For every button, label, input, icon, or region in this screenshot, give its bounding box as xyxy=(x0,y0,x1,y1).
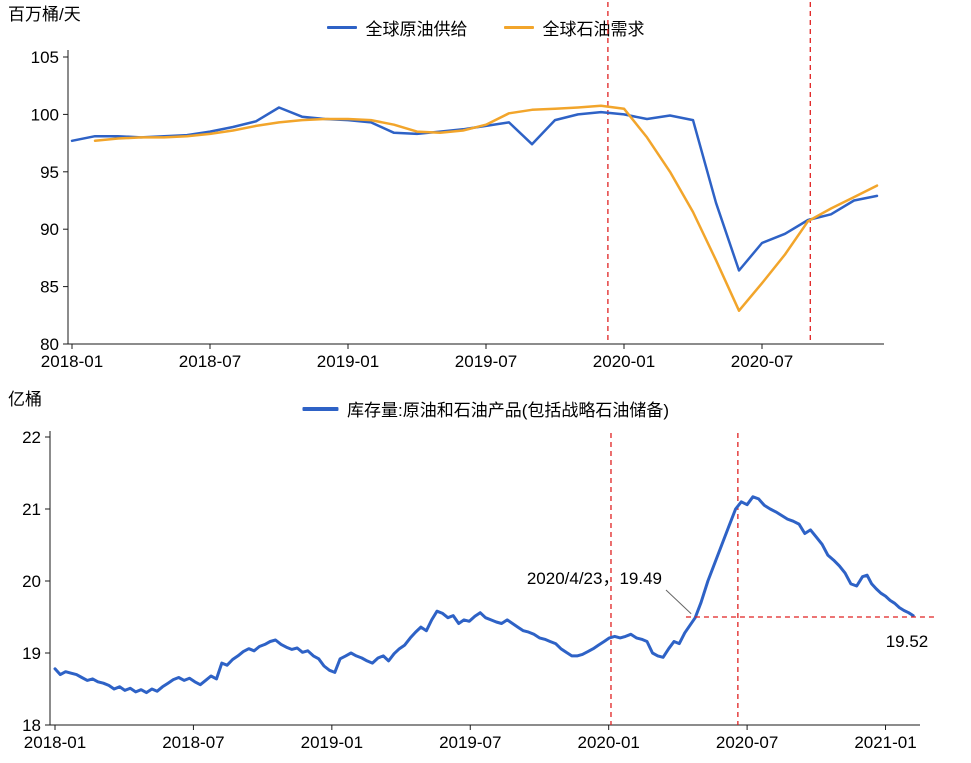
series-line-0 xyxy=(70,106,879,272)
legend-label-demand: 全球石油需求 xyxy=(542,20,645,39)
y-axis: 105 100 95 90 85 80 xyxy=(31,48,68,354)
svg-text:22: 22 xyxy=(22,428,41,447)
svg-text:21: 21 xyxy=(22,500,41,519)
svg-text:95: 95 xyxy=(40,163,59,182)
svg-text:19: 19 xyxy=(22,644,41,663)
svg-text:100: 100 xyxy=(31,105,59,124)
legend-label-inventory: 库存量:原油和石油产品(包括战略石油储备) xyxy=(346,401,670,420)
svg-text:85: 85 xyxy=(40,278,59,297)
svg-text:2019-07: 2019-07 xyxy=(439,733,501,752)
legend-swatch-inventory xyxy=(301,406,338,411)
legend-item-supply: 全球原油供给 xyxy=(326,15,468,40)
svg-text:2018-01: 2018-01 xyxy=(41,352,103,371)
svg-text:2020-01: 2020-01 xyxy=(593,352,655,371)
svg-text:2018-01: 2018-01 xyxy=(24,733,86,752)
y-axis: 22 21 20 19 18 xyxy=(22,428,50,735)
svg-text:18: 18 xyxy=(22,716,41,735)
svg-text:2019-07: 2019-07 xyxy=(455,352,517,371)
legend-label-supply: 全球原油供给 xyxy=(365,20,468,39)
svg-text:2020-01: 2020-01 xyxy=(577,733,639,752)
svg-text:2018-07: 2018-07 xyxy=(162,733,224,752)
series-line-1 xyxy=(93,104,879,312)
svg-text:20: 20 xyxy=(22,572,41,591)
y-axis-unit-top: 百万桶/天 xyxy=(8,5,81,24)
svg-text:2021-01: 2021-01 xyxy=(854,733,916,752)
series-line-0 xyxy=(53,495,915,695)
axis-lines xyxy=(67,50,884,345)
svg-text:2019-01: 2019-01 xyxy=(301,733,363,752)
annotation-pointer-line xyxy=(665,589,692,615)
annotation-end-value: 19.52 xyxy=(886,632,929,651)
axis-lines xyxy=(49,431,920,726)
svg-text:2019-01: 2019-01 xyxy=(317,352,379,371)
svg-text:90: 90 xyxy=(40,220,59,239)
svg-text:2020-07: 2020-07 xyxy=(731,352,793,371)
legend-swatch-demand xyxy=(503,26,534,29)
legend-bottom: 库存量:原油和石油产品(包括战略石油储备) xyxy=(301,396,670,421)
legend-item-inventory: 库存量:原油和石油产品(包括战略石油储备) xyxy=(301,396,670,421)
x-axis: 2018-01 2018-07 2019-01 2019-07 2020-01 2020-… xyxy=(24,725,917,752)
svg-text:2018-07: 2018-07 xyxy=(179,352,241,371)
x-axis: 2018-01 2018-07 2019-01 2019-07 2020-01 2020-… xyxy=(41,344,793,371)
legend-item-demand: 全球石油需求 xyxy=(503,15,645,40)
svg-text:2020-07: 2020-07 xyxy=(716,733,778,752)
legend-swatch-supply xyxy=(326,26,357,29)
y-axis-unit-bottom: 亿桶 xyxy=(8,390,42,409)
svg-text:105: 105 xyxy=(31,48,59,67)
legend-top: 全球原油供给 全球石油需求 xyxy=(326,15,645,40)
annotation-date-value: 2020/4/23，19.49 xyxy=(527,569,662,588)
svg-text:80: 80 xyxy=(40,335,59,354)
